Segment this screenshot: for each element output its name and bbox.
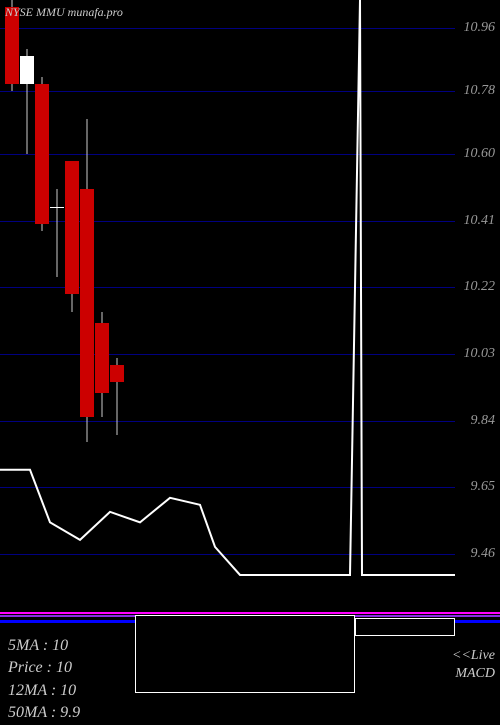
ma5-label: 5MA : 10 <box>8 635 80 657</box>
ma-line <box>0 0 455 700</box>
y-tick-label: 9.84 <box>471 413 496 429</box>
plot-area <box>0 0 455 610</box>
gridline <box>0 421 455 422</box>
gridline <box>0 154 455 155</box>
y-tick-label: 9.46 <box>471 546 496 562</box>
ma12-label: 12MA : 10 <box>8 680 80 702</box>
ma50-label: 50MA : 9.9 <box>8 702 80 724</box>
live-label: <<Live <box>452 648 495 664</box>
price-label: Price : 10 <box>8 657 80 679</box>
chart-title: NYSE MMU munafa.pro <box>5 5 123 20</box>
candle-body <box>80 189 94 417</box>
gridline <box>0 487 455 488</box>
macd-label: MACD <box>455 666 495 682</box>
outline-box <box>135 615 355 693</box>
gridline <box>0 354 455 355</box>
y-tick-label: 10.41 <box>464 213 496 229</box>
outline-box <box>355 618 455 636</box>
candle-body <box>35 84 49 224</box>
macd-line <box>0 612 500 614</box>
y-tick-label: 10.22 <box>464 279 496 295</box>
y-tick-label: 10.03 <box>464 346 496 362</box>
candle-body <box>20 56 34 84</box>
candle-body <box>50 207 64 208</box>
y-tick-label: 10.78 <box>464 83 496 99</box>
gridline <box>0 91 455 92</box>
stock-chart: 10.96 10.78 10.60 10.41 10.22 10.03 9.84 9.65 9.… <box>0 0 500 700</box>
candle-body <box>110 365 124 383</box>
gridline <box>0 554 455 555</box>
info-box: 5MA : 10 Price : 10 12MA : 10 50MA : 9.9 <box>8 635 80 725</box>
y-tick-label: 10.60 <box>464 146 496 162</box>
candle-wick <box>57 189 58 277</box>
gridline <box>0 28 455 29</box>
candle-body <box>95 323 109 393</box>
candle-body <box>65 161 79 294</box>
y-tick-label: 9.65 <box>471 479 496 495</box>
y-tick-label: 10.96 <box>464 20 496 36</box>
